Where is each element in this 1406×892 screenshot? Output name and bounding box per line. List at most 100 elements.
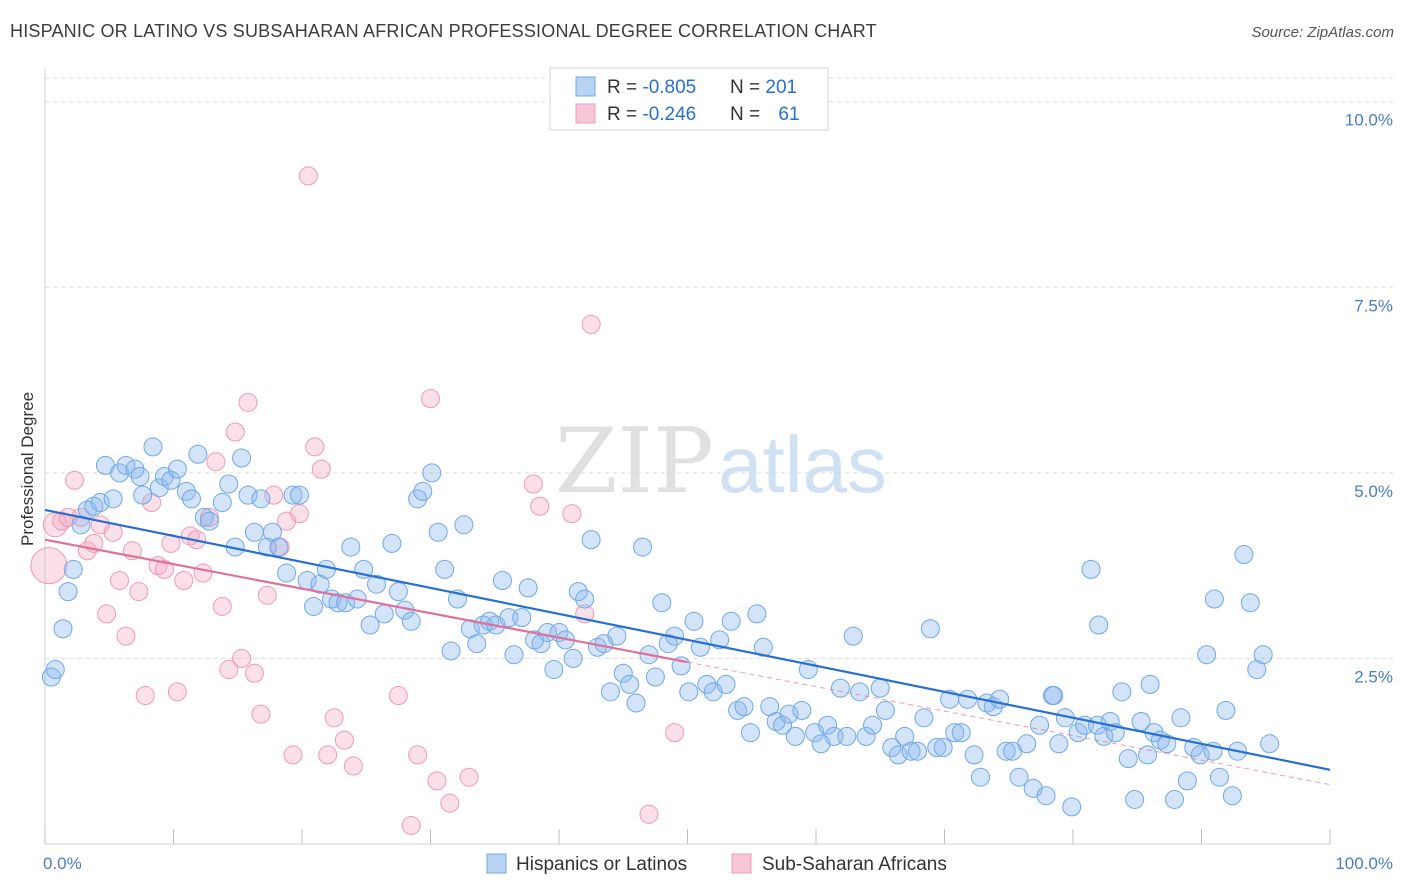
axes bbox=[44, 68, 1331, 845]
data-point-hispanic bbox=[914, 708, 934, 728]
data-point-subsaharan bbox=[264, 485, 284, 505]
data-point-hispanic bbox=[441, 641, 461, 661]
data-point-hispanic bbox=[1171, 708, 1191, 728]
data-point-hispanic bbox=[289, 485, 309, 505]
y-axis-label: Professional Degree bbox=[18, 391, 37, 546]
svg-text:N = 201: N = 201 bbox=[730, 77, 797, 98]
source-label: Source: ZipAtlas.com bbox=[1251, 24, 1394, 41]
data-point-subsaharan bbox=[193, 563, 213, 583]
y-tick-label: 7.5% bbox=[1354, 296, 1393, 315]
data-point-hispanic bbox=[110, 463, 130, 483]
data-point-hispanic bbox=[721, 611, 741, 631]
data-point-hispanic bbox=[652, 593, 672, 613]
data-point-hispanic bbox=[818, 715, 838, 735]
legend-r-value: -0.805 bbox=[642, 77, 696, 98]
data-point-hispanic bbox=[951, 723, 971, 743]
data-point-hispanic bbox=[435, 559, 455, 579]
data-point-hispanic bbox=[740, 723, 760, 743]
data-point-subsaharan bbox=[30, 547, 68, 585]
data-point-subsaharan bbox=[244, 663, 264, 683]
data-point-hispanic bbox=[773, 715, 793, 735]
data-point-hispanic bbox=[1009, 767, 1029, 787]
data-point-hispanic bbox=[58, 582, 78, 602]
data-point-hispanic bbox=[908, 741, 928, 761]
data-point-hispanic bbox=[316, 559, 336, 579]
data-point-hispanic bbox=[1165, 789, 1185, 809]
data-point-subsaharan bbox=[459, 767, 479, 787]
data-point-hispanic bbox=[600, 682, 620, 702]
data-point-hispanic bbox=[130, 467, 150, 487]
data-point-hispanic bbox=[1089, 615, 1109, 635]
data-point-subsaharan bbox=[523, 474, 543, 494]
data-point-hispanic bbox=[875, 700, 895, 720]
data-point-hispanic bbox=[492, 570, 512, 590]
data-point-hispanic bbox=[716, 674, 736, 694]
data-point-hispanic bbox=[996, 741, 1016, 761]
data-point-hispanic bbox=[1157, 734, 1177, 754]
data-point-hispanic bbox=[645, 667, 665, 687]
data-point-hispanic bbox=[747, 604, 767, 624]
data-point-hispanic bbox=[45, 660, 65, 680]
data-point-hispanic bbox=[143, 437, 163, 457]
legend-label-subsaharan: Sub-Saharan Africans bbox=[762, 854, 947, 875]
svg-text:N = 61: N = 61 bbox=[730, 104, 800, 125]
data-point-hispanic bbox=[149, 478, 169, 498]
data-point-hispanic bbox=[1036, 786, 1056, 806]
watermark-atlas: atlas bbox=[718, 420, 887, 509]
data-point-subsaharan bbox=[562, 504, 582, 524]
y-tick-label: 2.5% bbox=[1354, 667, 1393, 686]
data-point-hispanic bbox=[870, 678, 890, 698]
data-point-subsaharan bbox=[343, 756, 363, 776]
data-point-subsaharan bbox=[318, 745, 338, 765]
data-point-subsaharan bbox=[334, 730, 354, 750]
data-point-subsaharan bbox=[408, 745, 428, 765]
data-point-hispanic bbox=[888, 745, 908, 765]
data-point-hispanic bbox=[53, 619, 73, 639]
data-point-hispanic bbox=[512, 608, 532, 628]
data-point-hispanic bbox=[367, 574, 387, 594]
data-point-subsaharan bbox=[110, 570, 130, 590]
data-point-hispanic bbox=[161, 470, 181, 490]
data-point-subsaharan bbox=[401, 815, 421, 835]
data-point-hispanic bbox=[990, 689, 1010, 709]
data-point-hispanic bbox=[232, 448, 252, 468]
data-point-subsaharan bbox=[135, 686, 155, 706]
data-point-hispanic bbox=[167, 459, 187, 479]
data-point-hispanic bbox=[1118, 749, 1138, 769]
legend-label-hispanic: Hispanics or Latinos bbox=[516, 854, 687, 875]
data-point-hispanic bbox=[658, 634, 678, 654]
data-point-hispanic bbox=[1253, 645, 1273, 665]
data-point-hispanic bbox=[568, 582, 588, 602]
chart-title: HISPANIC OR LATINO VS SUBSAHARAN AFRICAN… bbox=[10, 21, 877, 41]
data-point-hispanic bbox=[697, 674, 717, 694]
data-point-subsaharan bbox=[421, 389, 440, 409]
data-point-subsaharan bbox=[116, 626, 136, 646]
data-point-hispanic bbox=[1049, 734, 1069, 754]
data-point-subsaharan bbox=[155, 559, 175, 579]
data-point-hispanic bbox=[467, 634, 487, 654]
series-hispanic-points bbox=[41, 437, 1280, 817]
trendlines bbox=[44, 508, 1331, 786]
data-point-hispanic bbox=[63, 559, 83, 579]
data-point-hispanic bbox=[679, 682, 699, 702]
series-subsaharan-points bbox=[30, 166, 685, 835]
data-point-subsaharan bbox=[311, 459, 331, 479]
data-point-subsaharan bbox=[232, 648, 252, 668]
data-point-hispanic bbox=[1204, 589, 1224, 609]
data-point-hispanic bbox=[856, 726, 876, 746]
y-tick-label: 10.0% bbox=[1345, 111, 1393, 130]
series-legend: Hispanics or Latinos Sub-Saharan African… bbox=[486, 853, 947, 875]
legend-swatch-pink bbox=[575, 103, 596, 124]
data-point-subsaharan bbox=[581, 314, 601, 334]
data-point-hispanic bbox=[958, 689, 978, 709]
data-point-hispanic bbox=[575, 589, 595, 609]
data-point-hispanic bbox=[428, 522, 448, 542]
data-point-hispanic bbox=[401, 611, 421, 631]
data-point-hispanic bbox=[1209, 767, 1229, 787]
data-point-hispanic bbox=[269, 537, 289, 557]
data-point-hispanic bbox=[927, 738, 947, 757]
data-point-subsaharan bbox=[129, 582, 149, 602]
data-point-subsaharan bbox=[174, 570, 194, 590]
data-point-hispanic bbox=[1017, 734, 1037, 754]
